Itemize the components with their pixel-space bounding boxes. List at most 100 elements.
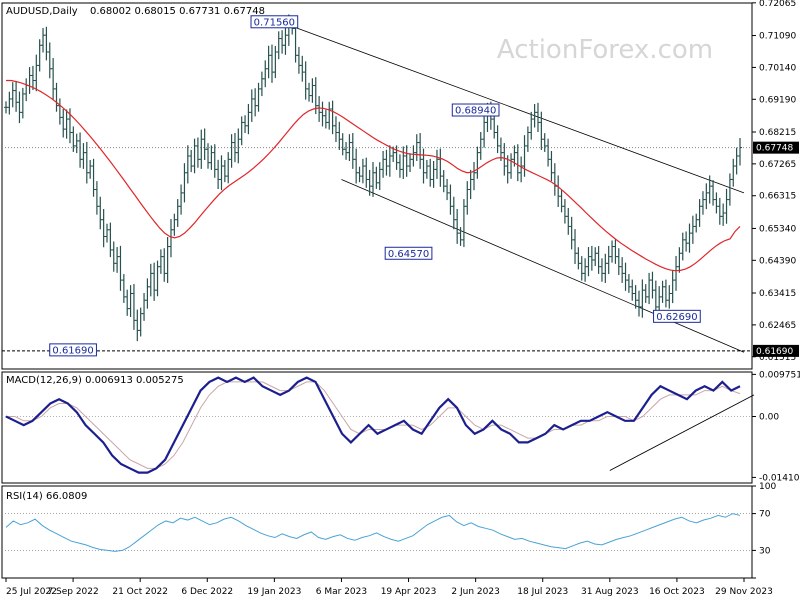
price-bar [54, 82, 59, 112]
price-bar [711, 180, 716, 206]
price-bar [717, 197, 722, 225]
support-price-tag: 0.61690 [753, 344, 799, 357]
price-bar [263, 60, 268, 88]
price-bar [680, 232, 685, 261]
price-bar [640, 279, 645, 318]
price-bar [515, 144, 520, 182]
price-bar [273, 45, 278, 79]
price-bar [603, 253, 608, 283]
macd-y-tick-label: 0.009751 [759, 370, 800, 380]
price-bar [283, 25, 288, 55]
price-bar [377, 162, 382, 191]
price-tag-bg [753, 141, 799, 154]
price-tag-text: 0.67748 [756, 144, 793, 154]
price-bar [189, 149, 194, 173]
price-bar [101, 208, 106, 248]
macd-panel-frame [1, 371, 753, 484]
price-bar [532, 103, 537, 128]
price-bar [296, 46, 301, 74]
price-bar [179, 184, 184, 215]
price-bar [158, 249, 163, 274]
price-bar [451, 196, 456, 230]
rsi-y-tick-label: 70 [759, 510, 771, 520]
rsi-y-tick-label: 100 [759, 482, 776, 492]
price-bar [222, 160, 227, 183]
price-bar [185, 145, 190, 184]
price-tag-bg [753, 344, 799, 357]
price-bar [88, 160, 93, 179]
price-bar [690, 215, 695, 244]
price-bar [310, 78, 315, 103]
price-bar [337, 121, 342, 150]
chart-title: AUDUSD,Daily [6, 6, 78, 17]
price-bar [566, 207, 571, 235]
price-bar [300, 55, 305, 82]
price-bar [418, 132, 423, 169]
price-bar [599, 258, 604, 282]
price-bar [51, 58, 56, 100]
price-y-tick-label: 0.64390 [759, 256, 796, 266]
price-bar [37, 39, 42, 72]
price-bar [57, 98, 62, 125]
price-annotation: 0.68940 [451, 103, 500, 117]
price-bar [10, 82, 15, 108]
price-bar [441, 170, 446, 193]
price-bar [216, 159, 221, 190]
price-annotation: 0.64570 [384, 246, 433, 260]
annotation-text: 0.68940 [455, 106, 496, 117]
price-bar [482, 114, 487, 148]
price-y-tick-label: 0.66315 [759, 192, 796, 202]
price-bar [236, 128, 241, 164]
x-tick-label: 6 Dec 2022 [181, 587, 233, 597]
price-annotation: 0.62690 [653, 309, 701, 323]
price-bar [579, 256, 584, 281]
price-bar [47, 42, 52, 79]
price-bar [428, 158, 433, 187]
price-bar [360, 158, 365, 184]
x-tick-label: 7 Sep 2022 [47, 587, 98, 597]
rsi-title: RSI(14) 66.0809 [6, 491, 87, 502]
macd-trendline [609, 394, 755, 471]
price-bar [212, 144, 217, 178]
price-bar [74, 133, 79, 154]
price-bar [734, 147, 739, 175]
price-bar [105, 223, 110, 243]
price-bar [108, 222, 113, 258]
price-bar [445, 178, 450, 201]
price-bar [731, 158, 736, 187]
price-bar [303, 61, 308, 100]
price-bar [354, 148, 359, 184]
price-bar [670, 270, 675, 304]
rsi-panel-frame [1, 485, 753, 579]
price-bar [586, 247, 591, 277]
price-y-tick-label: 0.63415 [759, 289, 796, 299]
price-bar [667, 285, 672, 309]
price-bar [44, 26, 49, 61]
price-bar [98, 196, 103, 230]
price-bar [589, 245, 594, 271]
price-bar [246, 103, 251, 135]
price-bar [323, 109, 328, 129]
macd-signal-line [6, 381, 741, 469]
price-y-tick-label: 0.67265 [759, 160, 796, 170]
price-bar [371, 162, 375, 197]
price-bar [206, 143, 211, 169]
price-y-tick-label: 0.62465 [759, 321, 796, 331]
price-bar [431, 161, 436, 188]
price-bar [239, 116, 244, 146]
price-bar [738, 138, 742, 166]
price-y-tick-label: 0.71090 [759, 32, 796, 42]
channel-upper-line [274, 19, 745, 194]
rsi-y-tick-label: 30 [759, 546, 771, 556]
price-bar [492, 113, 497, 139]
price-bar [333, 116, 338, 143]
price-bar [219, 155, 224, 191]
price-bar [549, 150, 554, 182]
price-y-tick-label: 0.65340 [759, 224, 796, 234]
price-bar [525, 126, 530, 152]
price-bar [128, 285, 133, 318]
price-bar [131, 283, 136, 330]
price-bar [472, 162, 477, 191]
price-bar [468, 169, 473, 200]
